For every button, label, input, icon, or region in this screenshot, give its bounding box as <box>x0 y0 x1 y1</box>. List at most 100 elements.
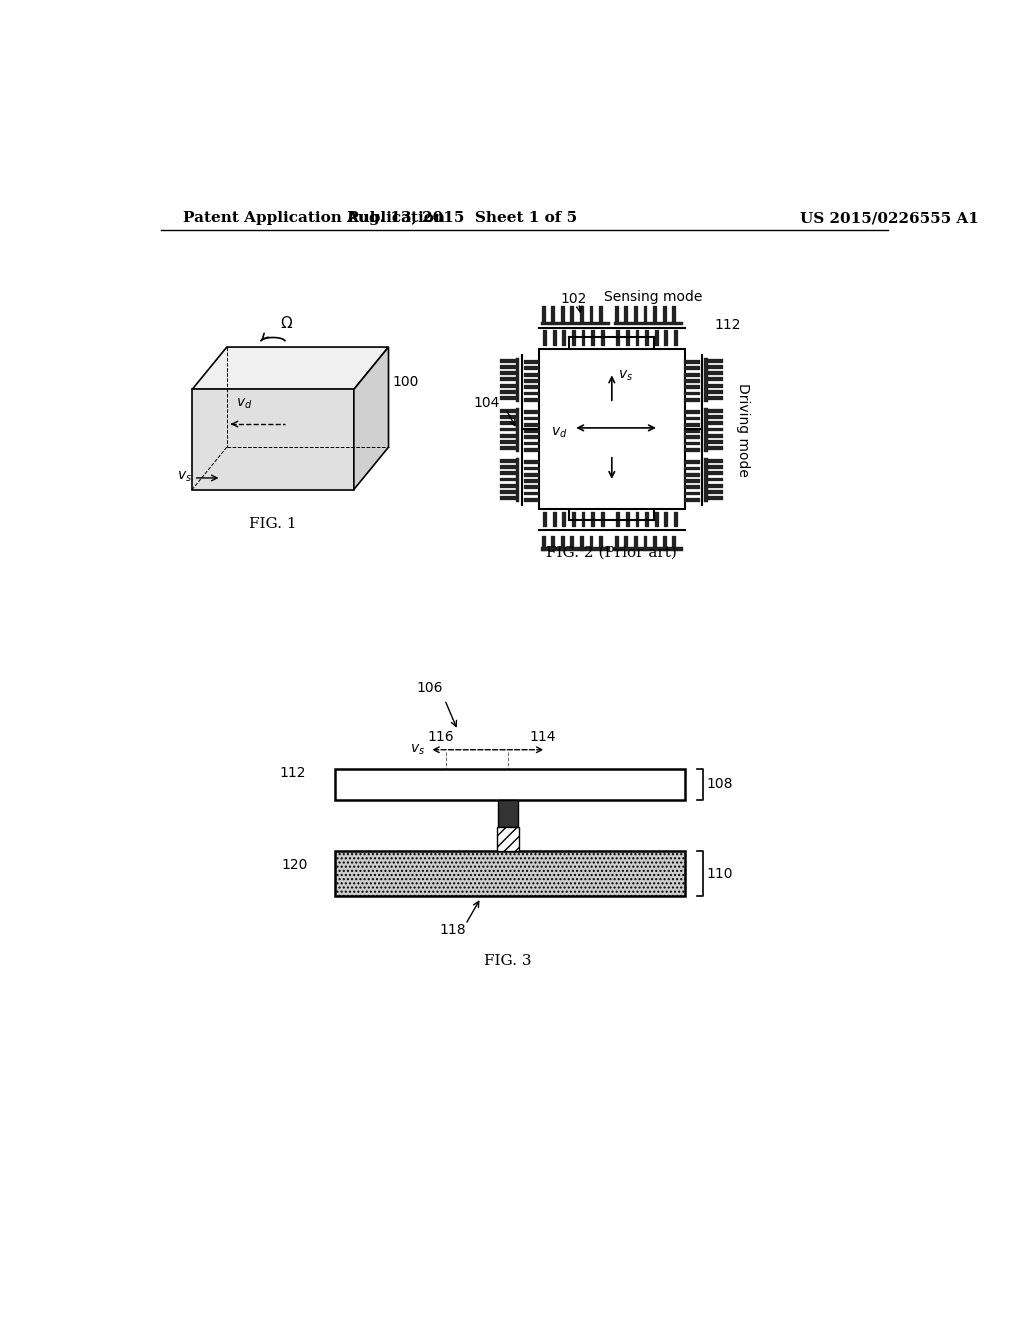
Bar <box>708 484 724 487</box>
Bar <box>708 364 724 368</box>
Bar <box>684 411 699 414</box>
Bar <box>590 536 594 552</box>
Bar <box>524 442 540 445</box>
Text: 106: 106 <box>416 681 442 696</box>
Text: $v_d$: $v_d$ <box>237 396 253 411</box>
Bar <box>500 364 515 368</box>
Bar <box>335 851 685 896</box>
Bar <box>708 496 724 500</box>
Bar <box>524 447 540 451</box>
Bar <box>524 461 540 465</box>
Bar <box>684 429 699 433</box>
Bar <box>500 409 515 413</box>
Bar <box>544 512 547 527</box>
Text: 112: 112 <box>280 766 306 780</box>
Bar <box>524 417 540 420</box>
Bar <box>601 512 604 527</box>
Text: US 2015/0226555 A1: US 2015/0226555 A1 <box>801 211 979 226</box>
Bar <box>500 459 515 462</box>
Bar <box>500 396 515 400</box>
Bar <box>553 330 557 346</box>
Bar <box>684 447 699 451</box>
Bar <box>663 536 667 552</box>
Bar <box>708 359 724 363</box>
Bar <box>684 385 699 389</box>
Bar <box>625 306 629 322</box>
Bar <box>590 306 594 322</box>
Bar <box>515 408 519 451</box>
Bar <box>673 306 676 322</box>
Bar <box>645 330 649 346</box>
Bar <box>580 306 584 322</box>
Bar <box>665 330 668 346</box>
Bar <box>708 421 724 425</box>
Bar <box>708 378 724 381</box>
Bar <box>500 465 515 469</box>
Bar <box>705 358 708 401</box>
Bar <box>708 471 724 475</box>
Text: 100: 100 <box>392 375 419 388</box>
Bar <box>645 512 649 527</box>
Bar <box>561 306 564 322</box>
Bar <box>524 422 540 426</box>
Bar <box>684 466 699 470</box>
Text: $v_s$: $v_s$ <box>617 368 633 383</box>
Text: 104: 104 <box>473 396 500 411</box>
Bar <box>708 396 724 400</box>
Polygon shape <box>193 389 354 490</box>
Bar <box>626 330 630 346</box>
Bar <box>500 359 515 363</box>
Text: 120: 120 <box>282 858 307 873</box>
Bar <box>616 330 621 346</box>
Text: 118: 118 <box>439 923 466 937</box>
Bar <box>500 434 515 438</box>
Bar <box>616 512 621 527</box>
Bar <box>553 512 557 527</box>
Bar <box>708 434 724 438</box>
Bar <box>524 385 540 389</box>
Bar <box>541 548 609 552</box>
Bar <box>684 397 699 401</box>
Bar <box>674 512 678 527</box>
Bar <box>498 800 518 826</box>
Text: Driving mode: Driving mode <box>735 383 750 477</box>
Bar <box>684 417 699 420</box>
Bar <box>663 306 667 322</box>
Text: 108: 108 <box>707 777 733 792</box>
Bar <box>500 371 515 375</box>
Bar <box>500 389 515 393</box>
Bar <box>634 536 638 552</box>
Bar <box>500 478 515 482</box>
Bar <box>654 512 658 527</box>
Bar <box>708 389 724 393</box>
Bar <box>515 358 519 401</box>
Bar <box>654 330 658 346</box>
Bar <box>500 428 515 432</box>
Bar <box>684 491 699 495</box>
Bar <box>524 429 540 433</box>
Text: 102: 102 <box>560 292 587 305</box>
Bar <box>708 371 724 375</box>
Bar <box>601 330 604 346</box>
Bar <box>500 490 515 494</box>
Bar <box>335 770 685 800</box>
Bar <box>684 367 699 371</box>
Bar <box>524 367 540 371</box>
Bar <box>524 473 540 477</box>
Text: Aug. 13, 2015  Sheet 1 of 5: Aug. 13, 2015 Sheet 1 of 5 <box>346 211 578 226</box>
Text: Sensing mode: Sensing mode <box>604 290 702 304</box>
Bar <box>500 496 515 500</box>
Bar <box>665 512 668 527</box>
Text: $\Omega$: $\Omega$ <box>281 315 294 331</box>
Text: $v_s$: $v_s$ <box>411 743 425 756</box>
Bar <box>705 458 708 502</box>
Bar <box>524 360 540 364</box>
Bar <box>614 536 618 552</box>
Bar <box>684 379 699 383</box>
Bar <box>708 384 724 388</box>
Bar <box>524 411 540 414</box>
Text: $v_s$: $v_s$ <box>177 469 193 483</box>
Text: FIG. 2 (Prior art): FIG. 2 (Prior art) <box>547 545 677 560</box>
Text: 114: 114 <box>529 730 556 744</box>
Bar <box>684 479 699 483</box>
